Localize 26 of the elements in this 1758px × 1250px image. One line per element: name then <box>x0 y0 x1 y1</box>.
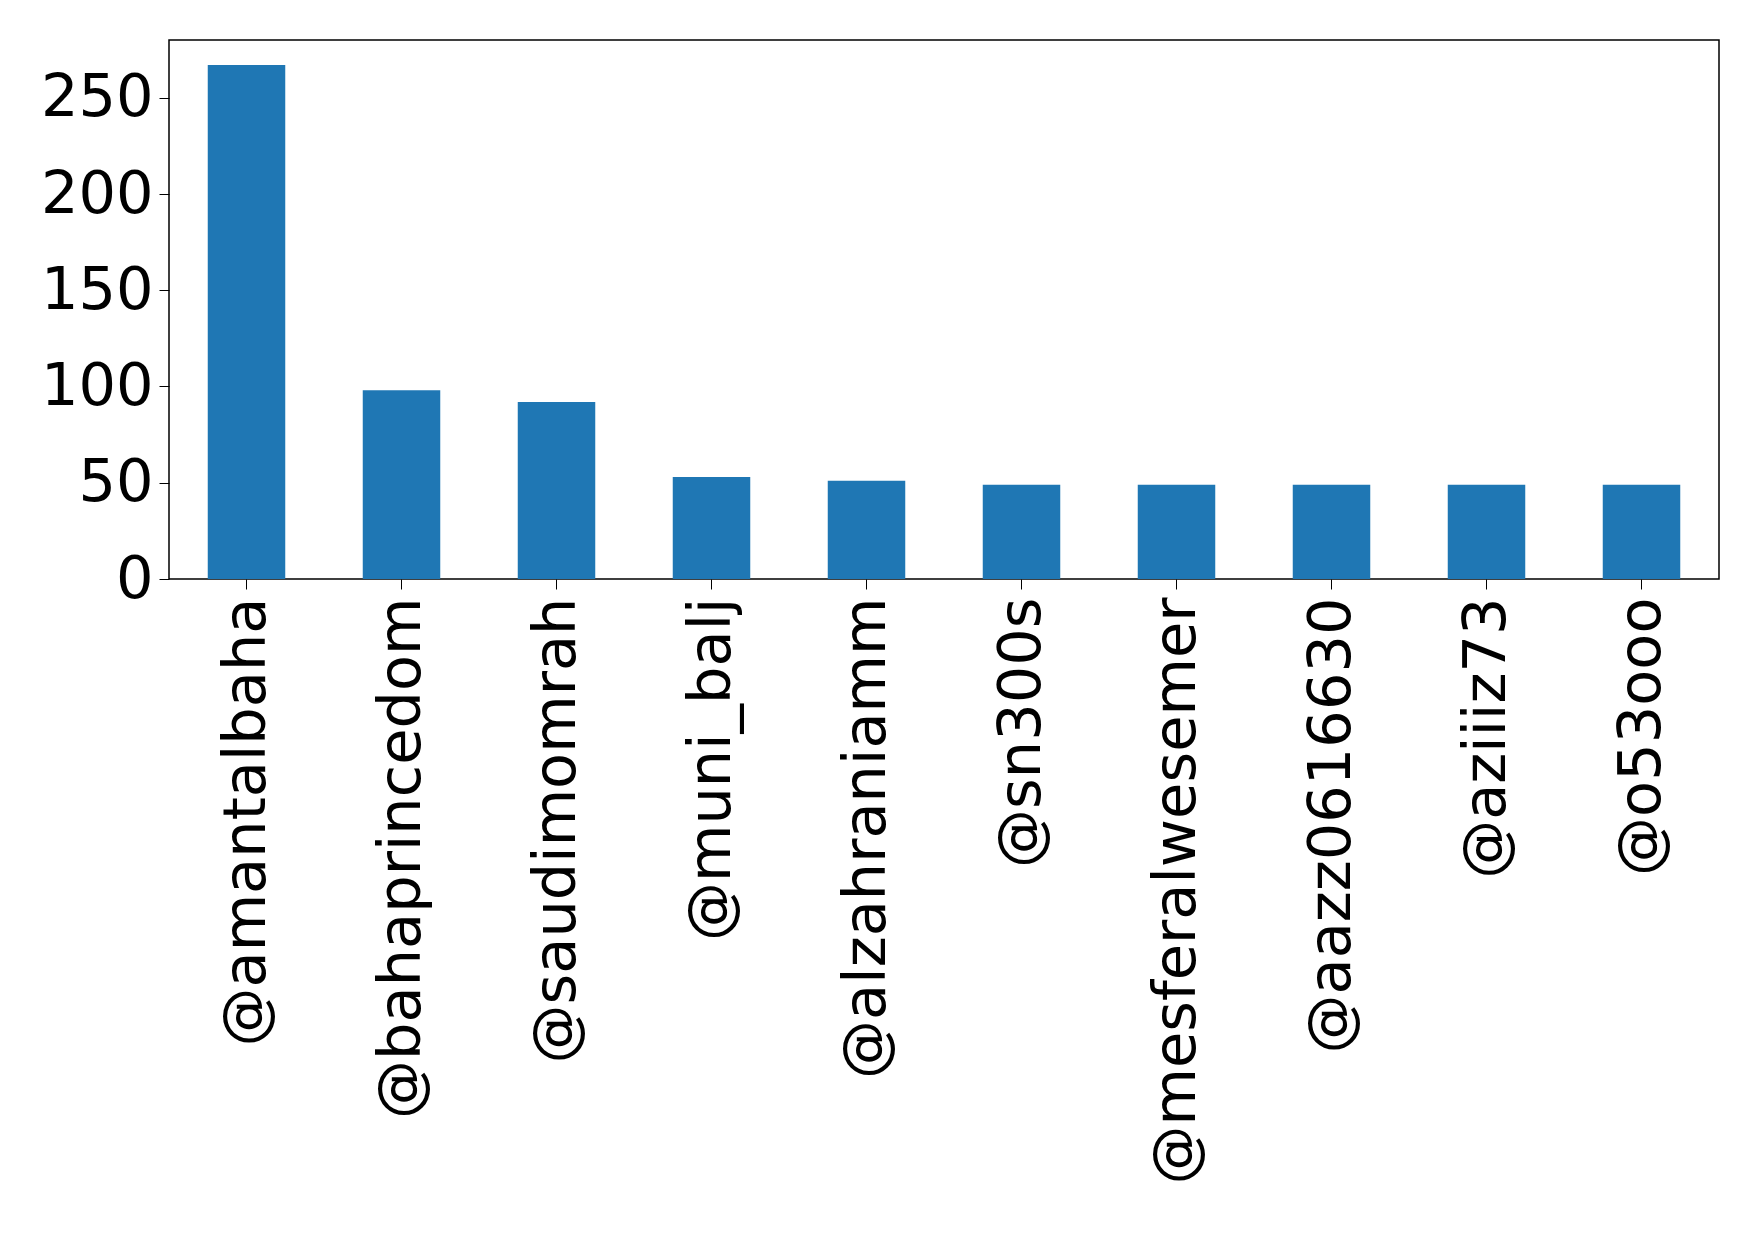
x-tick-label: @bahaprincedom <box>364 597 434 1119</box>
x-tick-label: @mesferalwesemer <box>1139 596 1209 1185</box>
x-tick-label: @alzahraniamm <box>829 597 899 1079</box>
y-tick-label: 200 <box>40 157 154 227</box>
y-tick-label: 100 <box>40 350 154 419</box>
x-tick-label: @aazz0616630 <box>1294 597 1364 1054</box>
bar <box>982 484 1061 579</box>
x-tick-label: @o53ooo <box>1604 597 1674 876</box>
x-tick-label: @saudimomrah <box>519 597 589 1064</box>
bar <box>1292 484 1371 579</box>
bar <box>827 480 906 579</box>
x-tick-label: @aziiiz73 <box>1449 597 1519 879</box>
bar <box>1137 484 1216 579</box>
bar <box>362 390 441 579</box>
y-tick-label: 0 <box>115 542 154 612</box>
bar <box>1602 484 1681 579</box>
x-tick-label: @amantalbaha <box>209 597 279 1047</box>
y-tick-label: 250 <box>40 61 154 131</box>
y-tick-label: 50 <box>78 446 154 516</box>
x-tick-label: @muni_balj <box>674 597 744 942</box>
bar <box>517 401 596 579</box>
bar <box>1447 484 1526 579</box>
x-tick-label: @sn300s <box>984 597 1054 868</box>
bar <box>672 476 751 579</box>
y-tick-label: 150 <box>40 253 154 323</box>
bar <box>207 65 286 579</box>
